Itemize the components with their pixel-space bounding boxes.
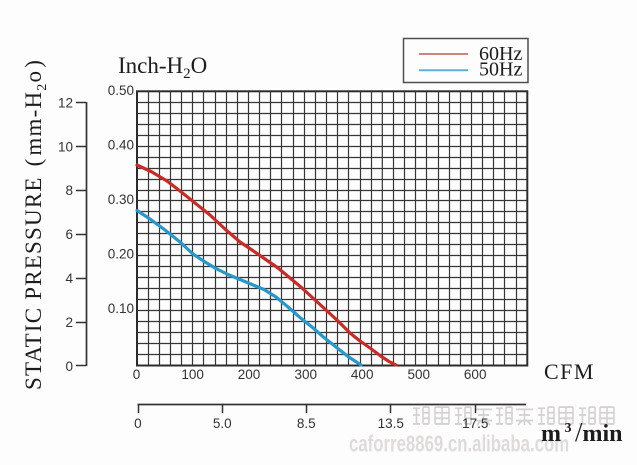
svg-text:0.40: 0.40 [108, 138, 134, 153]
svg-text:0.30: 0.30 [108, 192, 134, 207]
svg-text:m 3 /min: m 3 /min [541, 417, 623, 447]
svg-text:STATIC PRESSURE (mm-H2o): STATIC PRESSURE (mm-H2o) [21, 59, 50, 390]
svg-text:600: 600 [464, 367, 487, 382]
svg-text:0: 0 [134, 416, 142, 431]
svg-text:50Hz: 50Hz [479, 59, 522, 81]
svg-text:CFM: CFM [544, 359, 595, 384]
svg-text:0.50: 0.50 [108, 83, 134, 98]
svg-text:8: 8 [65, 183, 73, 198]
svg-text:17.5: 17.5 [462, 416, 488, 431]
svg-text:13.5: 13.5 [378, 416, 404, 431]
svg-text:Inch-H2O: Inch-H2O [118, 53, 207, 82]
svg-text:4: 4 [65, 271, 73, 286]
svg-text:2: 2 [65, 315, 73, 330]
svg-text:100: 100 [181, 367, 204, 382]
svg-text:12: 12 [58, 95, 73, 110]
svg-text:60Hz: 60Hz [479, 43, 522, 65]
svg-text:0: 0 [65, 359, 73, 374]
svg-text:300: 300 [295, 367, 318, 382]
svg-text:5.0: 5.0 [213, 416, 232, 431]
svg-text:500: 500 [408, 367, 431, 382]
svg-text:0: 0 [133, 367, 141, 382]
svg-text:400: 400 [351, 367, 374, 382]
svg-text:6: 6 [65, 227, 73, 242]
svg-text:200: 200 [238, 367, 261, 382]
svg-text:10: 10 [58, 139, 73, 154]
svg-text:0.10: 0.10 [108, 301, 134, 316]
svg-text:8.5: 8.5 [297, 416, 316, 431]
svg-text:0.20: 0.20 [108, 247, 134, 262]
svg-text:caforre8869.cn.alibaba.com: caforre8869.cn.alibaba.com [349, 432, 569, 457]
